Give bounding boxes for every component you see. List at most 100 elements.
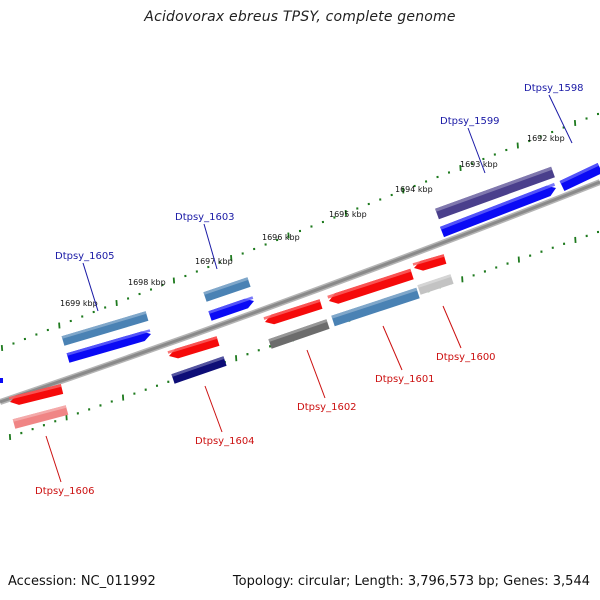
- minor-tick: [563, 242, 566, 245]
- gene-leader-line: [306, 349, 326, 399]
- feature-bar-7-body: [66, 331, 151, 363]
- kbp-label: 1693 kbp: [460, 160, 498, 169]
- kbp-label: 1694 kbp: [395, 185, 433, 194]
- feature-bar-14: [167, 336, 220, 359]
- minor-tick: [436, 175, 439, 179]
- minor-tick: [99, 404, 102, 407]
- feature-bar-12: [263, 299, 323, 325]
- minor-tick: [264, 243, 267, 246]
- major-tick: [121, 394, 125, 401]
- genome-backbone: [0, 179, 600, 405]
- kbp-label: 1697 kbp: [195, 257, 233, 266]
- feature-bar-9-body: [331, 287, 420, 327]
- major-tick: [230, 254, 233, 262]
- gene-label: Dtpsy_1600: [436, 352, 496, 363]
- minor-tick: [321, 220, 325, 224]
- feature-bar-17: [12, 405, 69, 429]
- feature-tracks: [0, 163, 600, 429]
- gene-leader-line: [45, 435, 62, 483]
- feature-bar-6-body: [61, 311, 149, 346]
- minor-tick: [149, 288, 153, 291]
- minor-tick: [540, 250, 543, 253]
- feature-bar-4: [203, 277, 251, 302]
- gene-label: Dtpsy_1602: [297, 402, 357, 413]
- minor-tick: [528, 139, 531, 143]
- feature-bar-6: [61, 311, 149, 346]
- gene-leader-line: [382, 325, 403, 371]
- feature-bar-4-body: [203, 277, 251, 302]
- minor-tick: [138, 292, 141, 296]
- gene-label: Dtpsy_1606: [35, 486, 95, 497]
- feature-bar-11-body: [417, 274, 454, 295]
- feature-bar-10-highlight: [412, 254, 445, 266]
- minor-tick: [23, 337, 27, 341]
- minor-tick: [104, 306, 107, 309]
- minor-tick: [495, 266, 498, 269]
- gene-label: Dtpsy_1605: [55, 251, 115, 262]
- major-tick: [517, 256, 520, 263]
- feature-bar-4-highlight: [203, 277, 249, 295]
- kbp-label: 1699 kbp: [60, 299, 98, 308]
- gene-label: Dtpsy_1604: [195, 436, 255, 447]
- minor-tick: [333, 216, 336, 219]
- feature-bar-2-highlight: [440, 182, 556, 230]
- minor-tick: [539, 135, 542, 138]
- feature-bar-8-highlight: [327, 268, 412, 299]
- feature-bar-5-body: [208, 298, 254, 321]
- gene-label: Dtpsy_1599: [440, 116, 500, 127]
- feature-bar-17-highlight: [12, 405, 67, 422]
- major-tick: [402, 187, 405, 194]
- major-tick: [344, 209, 347, 217]
- major-tick: [461, 276, 464, 283]
- minor-tick: [506, 262, 509, 265]
- kbp-label: 1696 kbp: [262, 233, 300, 242]
- feature-bar-10: [412, 254, 447, 271]
- minor-tick: [551, 246, 554, 249]
- feature-bar-3: [559, 163, 600, 191]
- minor-tick: [246, 353, 249, 356]
- minor-tick: [596, 112, 600, 116]
- minor-tick: [20, 431, 23, 435]
- major-tick: [8, 433, 12, 441]
- accession-text: Accession: NC_011992: [8, 574, 156, 589]
- gene-label: Dtpsy_1603: [175, 212, 235, 223]
- major-tick: [115, 299, 118, 307]
- feature-bar-11: [417, 274, 454, 295]
- feature-bar-7: [66, 329, 151, 363]
- major-tick: [516, 142, 519, 149]
- feature-bar-8: [327, 268, 414, 304]
- feature-bar-11-highlight: [417, 274, 452, 288]
- feature-bar-2-body: [440, 185, 556, 238]
- minor-tick: [155, 384, 159, 387]
- feature-bar-15-highlight: [171, 356, 225, 377]
- major-tick: [65, 414, 68, 421]
- minor-tick: [275, 238, 279, 242]
- minor-tick: [161, 283, 164, 287]
- feature-bar-16: [8, 384, 64, 405]
- major-tick: [574, 236, 577, 243]
- minor-tick: [31, 427, 34, 431]
- minor-tick: [493, 153, 496, 156]
- minor-tick: [585, 117, 588, 120]
- feature-bar-12-highlight: [263, 299, 321, 320]
- minor-tick: [529, 254, 532, 257]
- feature-bar-13-body: [268, 319, 330, 349]
- minor-tick: [42, 424, 45, 427]
- feature-bar-14-highlight: [167, 336, 218, 354]
- minor-tick: [482, 157, 485, 161]
- minor-tick: [133, 392, 136, 395]
- feature-bar-edge: [0, 378, 3, 383]
- feature-bar-1-highlight: [435, 166, 553, 212]
- major-tick: [573, 119, 577, 127]
- feature-bar-15-body: [171, 356, 227, 384]
- genome-summary-text: Topology: circular; Length: 3,796,573 bp…: [232, 574, 590, 589]
- major-tick: [58, 322, 61, 329]
- minor-tick: [310, 225, 313, 228]
- minor-tick: [195, 270, 198, 273]
- kbp-label: 1695 kbp: [329, 210, 367, 219]
- backbone-line: [0, 180, 600, 404]
- minor-tick: [218, 261, 221, 264]
- minor-tick: [69, 319, 72, 323]
- minor-tick: [253, 247, 256, 251]
